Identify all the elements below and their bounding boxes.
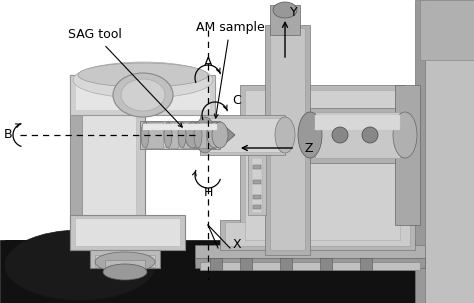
- Ellipse shape: [141, 122, 149, 148]
- Bar: [195, 258, 425, 268]
- Bar: [220, 220, 415, 250]
- Bar: [253, 165, 261, 169]
- Bar: [415, 0, 425, 303]
- Ellipse shape: [207, 122, 223, 148]
- Bar: [193, 122, 215, 148]
- Ellipse shape: [362, 127, 378, 143]
- Ellipse shape: [298, 112, 322, 158]
- Bar: [248, 155, 266, 215]
- Bar: [395, 85, 420, 225]
- Bar: [200, 262, 420, 270]
- Bar: [75, 80, 210, 110]
- Text: A: A: [204, 55, 212, 68]
- Bar: [253, 195, 261, 199]
- Bar: [253, 205, 261, 209]
- Polygon shape: [220, 122, 235, 148]
- Bar: [240, 258, 252, 270]
- Ellipse shape: [332, 127, 348, 143]
- Bar: [310, 108, 405, 163]
- Ellipse shape: [103, 264, 147, 280]
- Bar: [168, 122, 178, 148]
- Bar: [210, 258, 222, 270]
- Bar: [140, 121, 220, 149]
- Bar: [200, 115, 285, 155]
- Text: AM sample: AM sample: [196, 22, 264, 118]
- Bar: [105, 260, 145, 270]
- Bar: [360, 258, 372, 270]
- Bar: [252, 158, 262, 213]
- Text: X: X: [233, 238, 242, 251]
- Text: B: B: [4, 128, 12, 142]
- Ellipse shape: [212, 122, 228, 148]
- Bar: [70, 75, 82, 250]
- Bar: [145, 122, 163, 148]
- Ellipse shape: [5, 230, 155, 300]
- Text: Z: Z: [305, 142, 313, 155]
- Polygon shape: [0, 240, 474, 303]
- Bar: [253, 180, 261, 184]
- Ellipse shape: [178, 122, 186, 148]
- Ellipse shape: [185, 122, 201, 148]
- Bar: [420, 0, 474, 303]
- Bar: [225, 222, 410, 246]
- Ellipse shape: [273, 2, 297, 18]
- Ellipse shape: [194, 122, 202, 148]
- Text: SAG tool: SAG tool: [68, 28, 182, 127]
- Bar: [205, 118, 280, 152]
- Bar: [95, 255, 155, 267]
- Bar: [320, 258, 332, 270]
- Bar: [265, 25, 310, 255]
- Bar: [78, 80, 136, 245]
- Bar: [240, 85, 405, 245]
- Bar: [70, 75, 215, 115]
- Bar: [70, 75, 145, 250]
- Ellipse shape: [275, 117, 295, 153]
- Bar: [280, 258, 292, 270]
- Text: H: H: [203, 185, 213, 198]
- Ellipse shape: [195, 117, 215, 153]
- Bar: [270, 5, 300, 35]
- Bar: [143, 124, 217, 146]
- Ellipse shape: [78, 63, 208, 87]
- Bar: [70, 215, 185, 250]
- Ellipse shape: [95, 252, 155, 272]
- Ellipse shape: [164, 122, 172, 148]
- Bar: [420, 0, 474, 60]
- Ellipse shape: [393, 112, 417, 158]
- Bar: [315, 112, 400, 158]
- Text: Y: Y: [290, 5, 298, 18]
- Bar: [143, 124, 217, 130]
- Bar: [195, 245, 425, 263]
- Ellipse shape: [113, 73, 173, 117]
- Ellipse shape: [73, 62, 213, 98]
- Bar: [270, 28, 305, 250]
- Text: C: C: [232, 94, 241, 106]
- Bar: [315, 115, 400, 130]
- Ellipse shape: [121, 79, 165, 111]
- Bar: [182, 122, 194, 148]
- Bar: [90, 248, 160, 268]
- Bar: [245, 90, 400, 240]
- Bar: [198, 122, 206, 148]
- Bar: [5, 240, 160, 303]
- Bar: [75, 218, 180, 246]
